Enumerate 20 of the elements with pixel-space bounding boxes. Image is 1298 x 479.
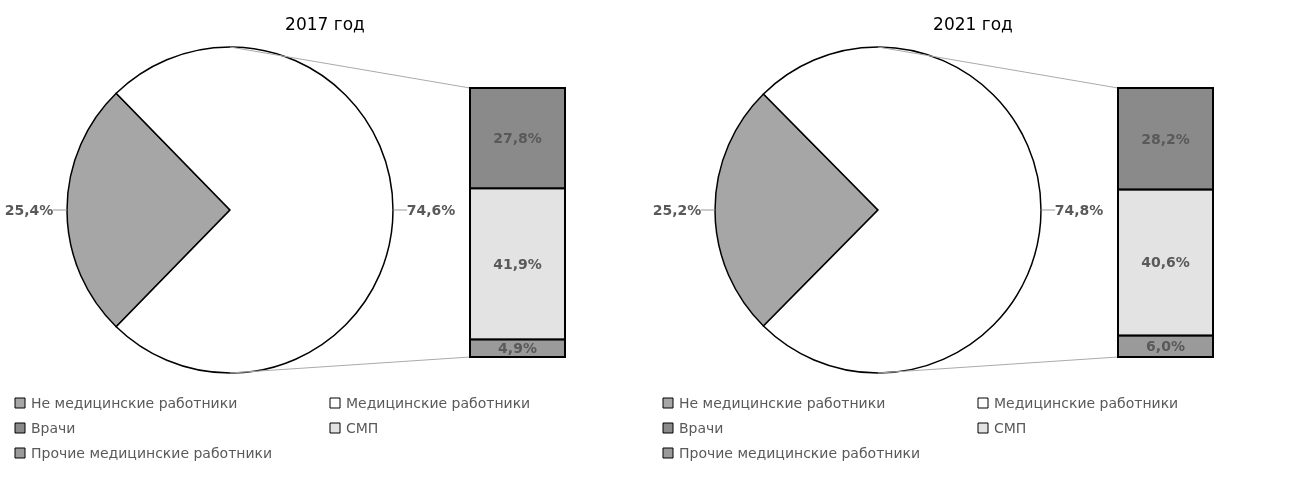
legend-label: Медицинские работники (994, 395, 1179, 411)
legend-label: Прочие медицинские работники (31, 445, 273, 461)
data-label: 40,6% (1141, 254, 1190, 271)
legend-label: Врачи (679, 420, 724, 436)
data-label: 6,0% (1146, 338, 1185, 355)
legend-label: Медицинские работники (346, 395, 531, 411)
legend-label: СМП (994, 420, 1027, 436)
data-label: 25,2% (652, 202, 702, 218)
data-label: 74,8% (1054, 202, 1104, 218)
data-label: 74,6% (406, 202, 456, 218)
data-label: 4,9% (498, 340, 537, 357)
legend-label: Не медицинские работники (31, 395, 238, 411)
legend-label: Врачи (31, 420, 76, 436)
data-label: 41,9% (493, 255, 542, 272)
chart-title: 2017 год (285, 14, 365, 34)
legend-label: Прочие медицинские работники (679, 445, 921, 461)
chart-title: 2021 год (933, 14, 1013, 34)
data-label: 25,4% (4, 202, 54, 218)
legend-label: Не медицинские работники (679, 395, 886, 411)
legend-label: СМП (346, 420, 379, 436)
